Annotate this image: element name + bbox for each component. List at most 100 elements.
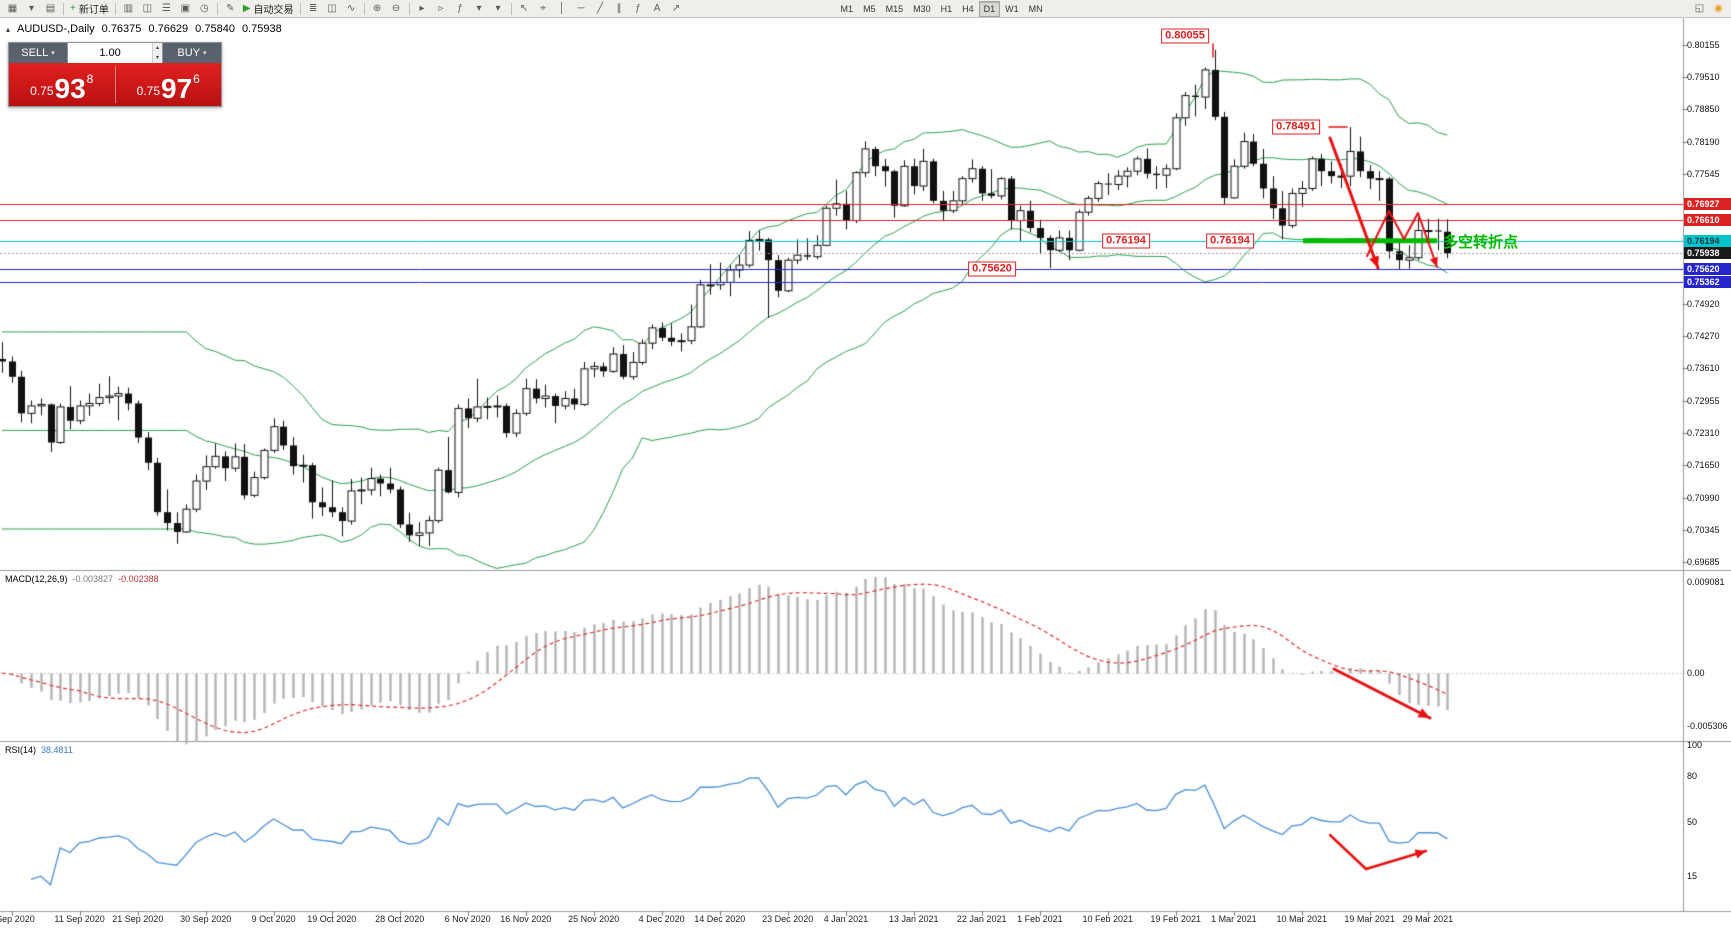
vertical-line-icon: │ [558,2,566,14]
new-chart-button[interactable]: ▦ [4,1,21,17]
autotrading-icon: ▶ [242,2,251,14]
autotrading-label: 自动交易 [253,5,294,16]
trade-controls-row: SELL ▾ ▴ ▾ BUY ▾ [8,42,222,63]
buy-button[interactable]: BUY ▾ [163,43,221,63]
toolbar-separator [299,2,301,15]
autotrading-button[interactable]: ▶ 自动交易 [241,1,296,17]
indicators-button[interactable]: ƒ [452,1,469,17]
price-axis[interactable] [1683,18,1731,912]
lot-size-input[interactable] [68,43,153,63]
fibonacci-icon: ƒ [635,2,641,14]
timeframe-toolbar: M1 M5 M15 M30 H1 H4 D1 W1 MN [836,0,1048,17]
market-watch-button[interactable]: ▥ [120,1,137,17]
trendline-button[interactable]: ╱ [592,1,609,17]
profiles-icon: ▤ [45,2,56,14]
navigator-icon: ☰ [161,2,171,14]
metaeditor-button[interactable]: ✎ [222,1,239,17]
text-icon: A [653,2,661,14]
indicators-icon: ƒ [457,2,463,14]
lot-increment-icon[interactable]: ▴ [153,43,162,53]
chart-shift-icon: ▹ [438,2,444,14]
buy-dropdown-icon[interactable]: ▾ [203,50,207,57]
zoom-in-icon: ⊕ [372,2,382,14]
docking-button[interactable]: ◱ [1691,1,1708,17]
auto-scroll-button[interactable]: ▸ [414,1,431,17]
community-icon: ◉ [1714,2,1723,14]
toolbar-separator [510,2,512,15]
templates-button[interactable]: ▾ [490,1,507,17]
one-click-trading-panel: SELL ▾ ▴ ▾ BUY ▾ 0.75 93 8 0.75 97 6 [8,42,222,107]
crosshair-icon: ⌖ [540,2,546,14]
text-button[interactable]: A [649,1,666,17]
timeframe-h4[interactable]: H4 [962,3,974,14]
chart-line-icon: ∿ [346,2,356,14]
metaeditor-icon: ✎ [226,2,235,14]
chart-line-button[interactable]: ∿ [343,1,360,17]
buy-price-prefix: 0.75 [136,84,160,98]
timeframe-w1[interactable]: W1 [1005,3,1019,14]
timeframe-m1[interactable]: M1 [840,3,854,14]
chart-bars-icon: ≣ [308,2,318,14]
new-chart-icon: ▦ [7,2,18,14]
docking-icon: ◱ [1694,2,1705,14]
timeframe-m30[interactable]: M30 [913,3,931,14]
timeframe-h1[interactable]: H1 [940,3,953,14]
auto-scroll-icon: ▸ [419,2,425,14]
new-order-icon: + [70,2,76,14]
crosshair-button[interactable]: ⌖ [535,1,552,17]
horizontal-line-button[interactable]: ─ [573,1,590,17]
chart-shift-button[interactable]: ▹ [433,1,450,17]
vertical-line-button[interactable]: │ [554,1,571,17]
buy-price-sup: 6 [193,72,200,86]
sell-price[interactable]: 0.75 93 8 [9,63,115,106]
arrows-button[interactable]: ↗ [668,1,685,17]
community-button[interactable]: ◉ [1710,1,1727,17]
zoom-in-button[interactable]: ⊕ [369,1,386,17]
sell-button[interactable]: SELL ▾ [9,43,67,63]
sell-price-big: 93 [54,73,86,105]
arrows-icon: ↗ [671,2,681,14]
cursor-button[interactable]: ↖ [516,1,533,17]
fibonacci-button[interactable]: ƒ [630,1,647,17]
main-chart-area[interactable] [0,18,1683,570]
navigator-button[interactable]: ☰ [158,1,175,17]
chart-dropdown-button[interactable]: ▾ [23,1,40,17]
timeframe-m5[interactable]: M5 [863,3,876,14]
profiles-button[interactable]: ▤ [42,1,59,17]
timeframe-m15[interactable]: M15 [885,3,904,14]
buy-price-big: 97 [161,73,193,105]
toolbar-separator [363,2,365,15]
toolbar-separator [114,2,116,15]
lot-size-field: ▴ ▾ [67,43,163,63]
terminal-button[interactable]: ▣ [177,1,194,17]
chart-candles-button[interactable]: ◫ [324,1,341,17]
rsi-panel-area[interactable] [0,742,1683,912]
sell-button-label: SELL [21,47,49,59]
sell-dropdown-icon[interactable]: ▾ [51,50,55,57]
macd-panel-area[interactable] [0,571,1683,741]
data-window-icon: ◫ [142,2,153,14]
chart-candles-icon: ◫ [327,2,337,14]
chart-bars-button[interactable]: ≣ [305,1,322,17]
strategy-tester-icon: ◷ [199,2,209,14]
strategy-tester-button[interactable]: ◷ [196,1,213,17]
data-window-button[interactable]: ◫ [139,1,156,17]
lot-decrement-icon[interactable]: ▾ [153,53,162,63]
new-order-button[interactable]: + 新订单 [68,1,111,17]
timeframe-mn[interactable]: MN [1028,3,1043,14]
zoom-out-icon: ⊖ [391,2,401,14]
time-axis[interactable] [0,912,1683,930]
buy-price[interactable]: 0.75 97 6 [116,63,222,106]
lot-spinner: ▴ ▾ [152,43,162,63]
timeframe-d1[interactable]: D1 [978,0,1001,17]
periods-button[interactable]: ▾ [471,1,488,17]
templates-icon: ▾ [495,2,501,14]
channel-button[interactable]: ∥ [611,1,628,17]
quote-divider [114,66,116,103]
periods-icon: ▾ [476,2,482,14]
terminal-icon: ▣ [180,2,191,14]
new-order-label: 新订单 [78,5,109,16]
horizontal-line-icon: ─ [577,2,585,14]
zoom-out-button[interactable]: ⊖ [388,1,405,17]
